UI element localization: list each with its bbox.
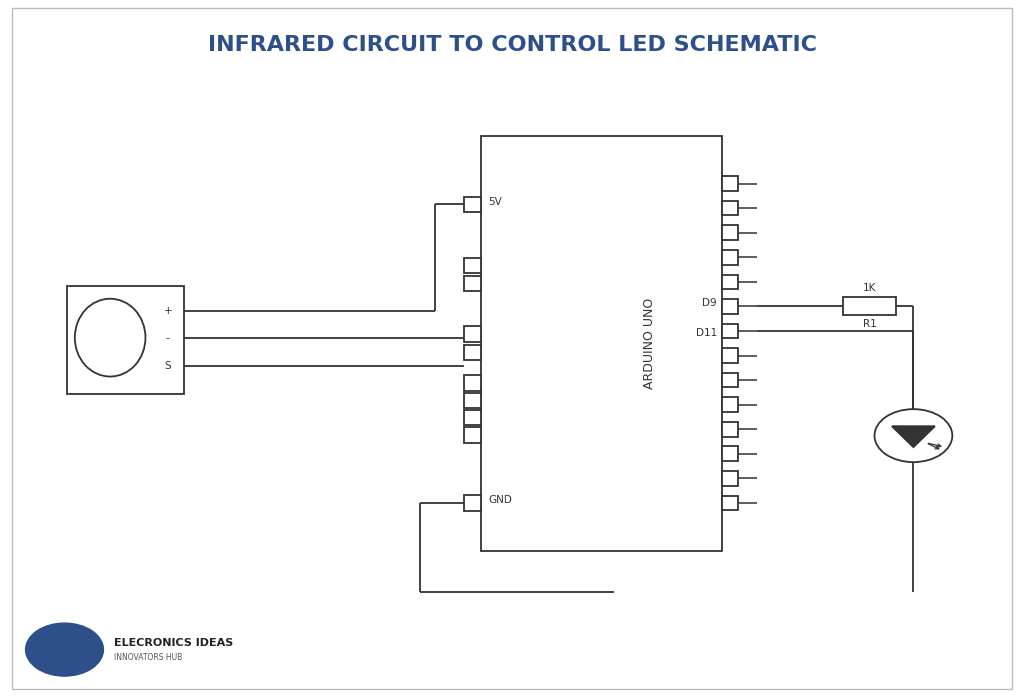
Bar — [464, 496, 481, 511]
Text: R1: R1 — [862, 319, 877, 329]
Bar — [722, 250, 738, 265]
Text: -: - — [166, 332, 170, 343]
Bar — [464, 258, 481, 273]
Bar — [722, 201, 738, 215]
Text: ELECRONICS IDEAS: ELECRONICS IDEAS — [114, 638, 232, 648]
Bar — [722, 323, 738, 338]
Text: GND: GND — [488, 495, 512, 505]
Bar — [722, 397, 738, 412]
Bar — [722, 225, 738, 240]
Bar — [481, 136, 722, 551]
Bar — [67, 286, 184, 394]
Bar — [843, 298, 896, 316]
Bar — [464, 326, 481, 342]
Bar — [722, 447, 738, 461]
Text: D11: D11 — [695, 328, 717, 338]
Text: 1K: 1K — [862, 282, 877, 293]
Bar — [464, 410, 481, 425]
Text: D9: D9 — [702, 298, 717, 308]
Bar — [464, 197, 481, 212]
Text: INFRARED CIRCUIT TO CONTROL LED SCHEMATIC: INFRARED CIRCUIT TO CONTROL LED SCHEMATI… — [208, 36, 816, 55]
Bar — [464, 375, 481, 390]
Text: S: S — [165, 361, 171, 371]
Bar — [722, 275, 738, 289]
Circle shape — [874, 409, 952, 462]
Bar — [464, 344, 481, 360]
Bar — [464, 276, 481, 291]
Text: 5V: 5V — [488, 197, 502, 206]
Polygon shape — [892, 426, 935, 447]
Circle shape — [26, 623, 103, 676]
Text: INNOVATORS HUB: INNOVATORS HUB — [114, 654, 182, 662]
Bar — [722, 422, 738, 436]
Bar — [722, 496, 738, 510]
Text: +: + — [164, 305, 172, 316]
Bar — [722, 299, 738, 314]
Bar — [722, 348, 738, 363]
Bar — [722, 176, 738, 191]
Bar — [464, 392, 481, 408]
Ellipse shape — [75, 299, 145, 376]
Bar — [722, 373, 738, 388]
Text: ARDUINO UNO: ARDUINO UNO — [643, 298, 656, 389]
Bar — [464, 427, 481, 443]
Bar — [722, 471, 738, 486]
